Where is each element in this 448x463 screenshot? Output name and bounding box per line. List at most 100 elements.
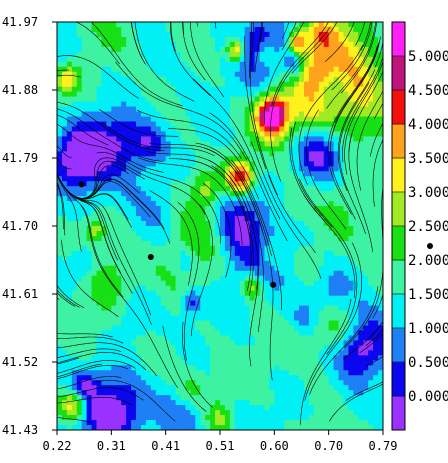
field-cell [145, 176, 152, 182]
field-cell [343, 216, 350, 222]
field-cell [111, 136, 117, 143]
field-cell [136, 121, 142, 128]
field-cell [140, 360, 147, 366]
field-cell [348, 126, 354, 133]
field-cell [66, 131, 73, 138]
field-cell [160, 270, 167, 277]
field-cell [343, 111, 350, 118]
field-cell [195, 270, 201, 277]
field-cell [318, 186, 325, 192]
field-cell [229, 300, 236, 307]
field-cell [71, 76, 78, 83]
field-cell [363, 171, 369, 177]
field-cell [358, 315, 364, 322]
field-cell [61, 360, 68, 366]
field-cell [274, 265, 280, 272]
field-cell [348, 41, 354, 48]
field-cell [299, 325, 305, 332]
field-cell [131, 245, 137, 252]
field-cell [224, 26, 231, 33]
field-cell [279, 370, 285, 376]
field-cell [150, 196, 157, 202]
field-cell [190, 96, 196, 103]
field-cell [170, 330, 177, 337]
field-cell [91, 240, 98, 247]
field-cell [190, 176, 196, 182]
field-cell [284, 216, 290, 222]
field-cell [66, 315, 73, 322]
field-cell [71, 385, 78, 391]
field-cell [274, 206, 280, 212]
field-cell [254, 340, 261, 347]
field-cell [175, 206, 182, 212]
field-cell [57, 350, 63, 356]
field-cell [259, 141, 266, 147]
field-cell [363, 245, 369, 252]
field-cell [160, 91, 167, 98]
field-cell [165, 290, 172, 297]
field-cell [368, 136, 374, 143]
field-cell [239, 116, 246, 123]
field-cell [145, 66, 152, 73]
field-cell [373, 265, 379, 272]
field-cell [363, 365, 369, 371]
field-cell [136, 285, 142, 292]
field-cell [145, 275, 152, 282]
field-cell [299, 211, 305, 217]
field-cell [150, 41, 157, 48]
field-cell [363, 375, 369, 381]
field-cell [61, 171, 68, 177]
field-cell [140, 380, 147, 386]
field-cell [284, 255, 290, 262]
field-cell [126, 315, 132, 322]
field-cell [140, 171, 147, 177]
field-cell [200, 66, 206, 73]
field-cell [323, 141, 330, 147]
field-cell [244, 395, 251, 401]
field-cell [195, 131, 201, 138]
field-cell [368, 71, 374, 78]
field-cell [358, 121, 364, 128]
field-cell [215, 270, 221, 277]
field-cell [299, 300, 305, 307]
field-cell [71, 380, 78, 386]
field-cell [121, 51, 127, 58]
field-cell [121, 245, 127, 252]
field-cell [333, 260, 340, 267]
field-cell [234, 136, 241, 143]
field-cell [229, 51, 236, 58]
field-cell [76, 325, 83, 332]
field-cell [378, 96, 383, 103]
field-cell [106, 86, 112, 93]
field-cell [343, 166, 350, 172]
field-cell [111, 141, 117, 147]
field-cell [220, 61, 226, 68]
field-cell [224, 240, 231, 247]
field-cell [254, 71, 261, 78]
field-cell [116, 111, 122, 118]
field-cell [101, 151, 107, 157]
field-cell [215, 245, 221, 252]
field-cell [81, 141, 88, 147]
field-cell [289, 216, 295, 222]
field-cell [210, 235, 216, 242]
field-cell [190, 226, 196, 232]
field-cell [57, 26, 63, 33]
field-cell [323, 161, 330, 167]
field-cell [333, 22, 340, 28]
field-cell [254, 151, 261, 157]
field-cell [274, 340, 280, 347]
field-cell [284, 350, 290, 356]
field-cell [289, 270, 295, 277]
field-cell [140, 41, 147, 48]
field-cell [126, 41, 132, 48]
field-cell [348, 131, 354, 138]
field-cell [358, 335, 364, 342]
field-cell [140, 345, 147, 351]
field-cell [279, 101, 285, 108]
field-cell [353, 325, 359, 332]
field-cell [318, 141, 325, 147]
field-cell [220, 260, 226, 267]
field-cell [126, 26, 132, 33]
field-cell [215, 360, 221, 366]
